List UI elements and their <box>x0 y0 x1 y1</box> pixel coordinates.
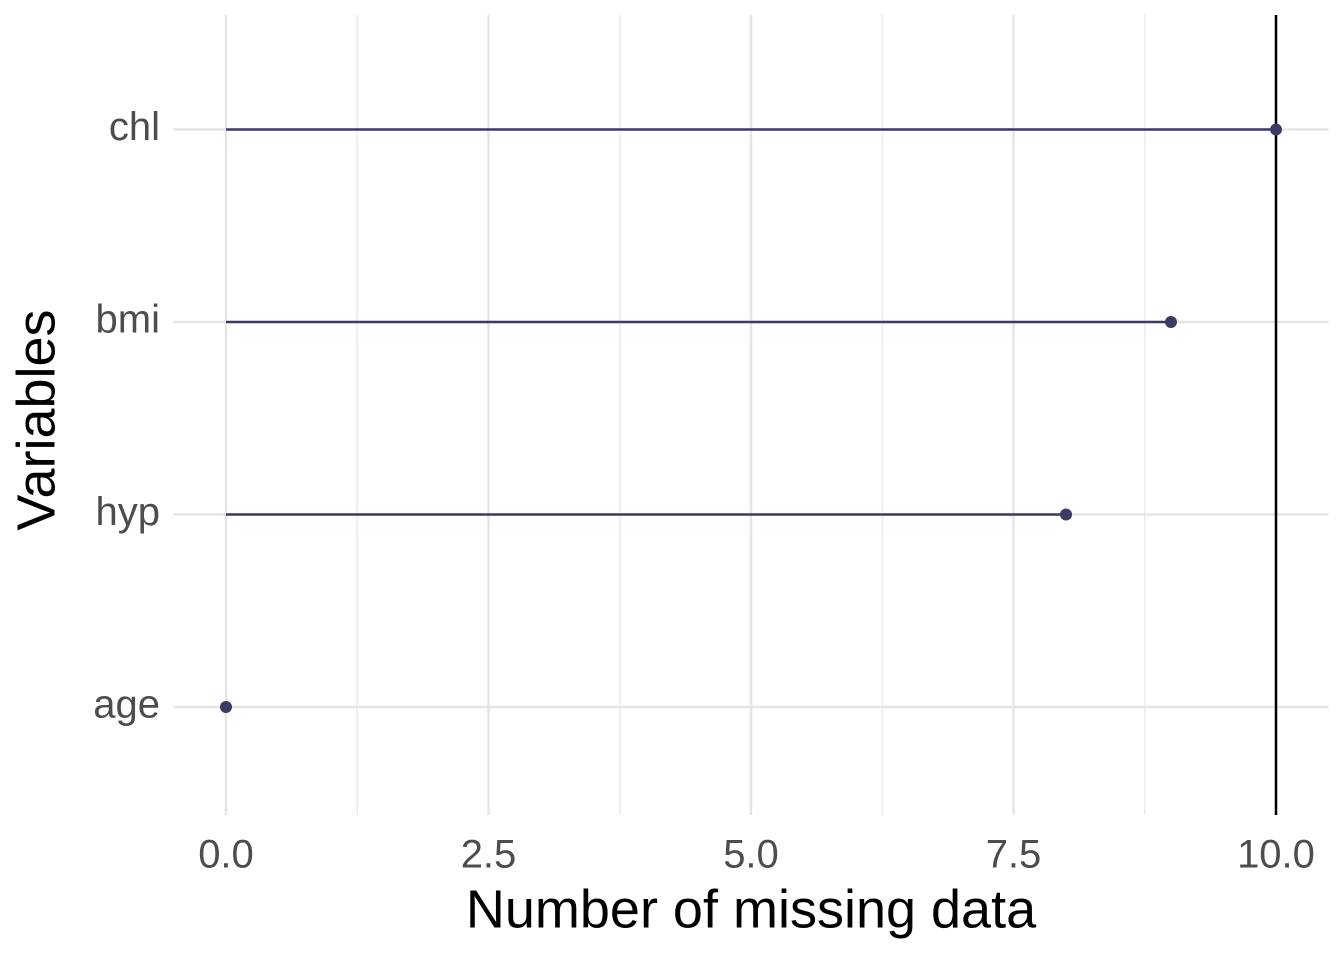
y-tick-label: bmi <box>96 298 160 342</box>
y-axis-title: Variables <box>6 309 66 530</box>
lollipop-dot <box>220 701 232 713</box>
y-tick-label: chl <box>109 105 160 149</box>
lollipop-dot <box>1060 508 1072 521</box>
lollipop-dot <box>1270 123 1282 136</box>
x-tick-label: 0.0 <box>198 833 254 877</box>
y-tick-label: hyp <box>96 490 161 534</box>
x-tick-label: 5.0 <box>723 833 779 877</box>
x-axis-title: Number of missing data <box>466 879 1037 939</box>
x-tick-label: 7.5 <box>986 833 1042 877</box>
lollipop-dot <box>1165 316 1177 328</box>
x-tick-label: 2.5 <box>461 833 517 877</box>
y-tick-label: age <box>93 683 160 727</box>
x-tick-label: 10.0 <box>1237 833 1315 877</box>
